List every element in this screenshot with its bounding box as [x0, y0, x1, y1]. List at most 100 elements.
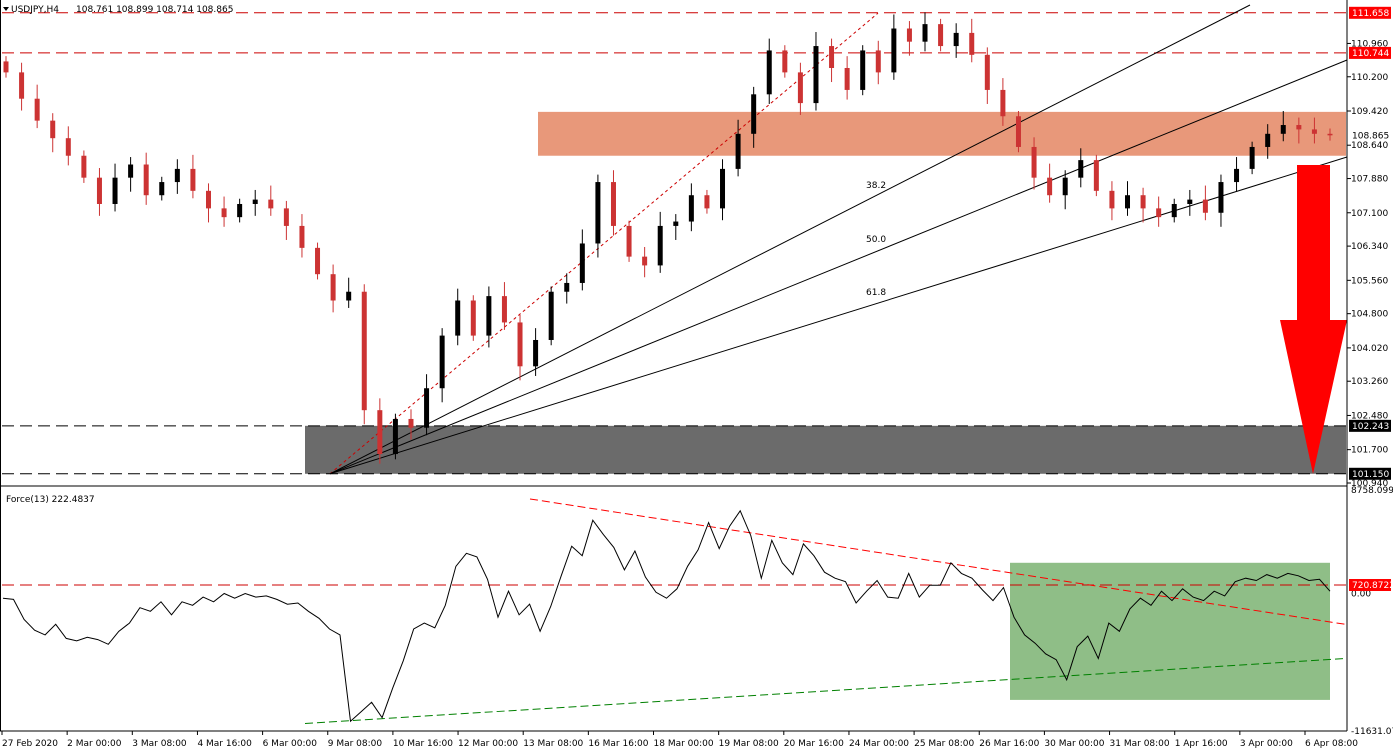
price-tick-label: 110.200 — [1351, 73, 1388, 83]
time-tick-label: 12 Mar 00:00 — [458, 739, 518, 749]
bull-candle — [953, 32, 959, 47]
bear-candle — [875, 50, 881, 73]
bear-candle — [844, 67, 850, 90]
current-price-tag: 108.865 — [1352, 131, 1389, 141]
bull-candle — [720, 168, 726, 209]
price-tick-label: 107.100 — [1351, 209, 1388, 219]
price-tick-label: 102.480 — [1351, 411, 1388, 421]
bear-candle — [361, 291, 367, 411]
bull-candle — [237, 203, 243, 218]
bull-candle — [813, 46, 819, 104]
time-axis: 27 Feb 2020 2 Mar 00:00 3 Mar 08:00 4 Mar 1… — [1, 731, 1358, 749]
time-tick-label: 9 Mar 08:00 — [328, 739, 383, 749]
bull-candle — [252, 199, 258, 204]
level-tag: 111.658 — [1352, 9, 1389, 19]
time-tick-label: 30 Mar 00:00 — [1044, 739, 1104, 749]
bear-candle — [626, 225, 632, 257]
resistance-zone — [538, 111, 1346, 156]
fib-level-label: 50.0 — [866, 235, 886, 245]
time-tick-label: 13 Mar 08:00 — [523, 739, 583, 749]
bear-candle — [34, 98, 40, 121]
bear-candle — [143, 164, 149, 196]
level-tag: 101.150 — [1352, 470, 1389, 480]
bear-candle — [470, 300, 476, 336]
level-tag-bg — [1349, 6, 1391, 19]
chart-frame — [0, 0, 1348, 732]
price-tick-label: 101.700 — [1351, 446, 1388, 456]
bull-candle — [1062, 177, 1068, 196]
candlestick-series — [3, 12, 1333, 464]
price-tick-label: 110.960 — [1351, 39, 1388, 49]
symbol-label: USDJPY,H4 — [11, 5, 59, 15]
bull-candle — [455, 300, 461, 336]
bull-candle — [548, 291, 554, 340]
indicator-axis: 8758.0996 0.00 -11631.07 720.8722 — [1349, 486, 1393, 737]
bear-candle — [330, 274, 336, 301]
bear-candle — [610, 182, 616, 226]
fib-level-label: 61.8 — [866, 288, 886, 298]
price-tick-label: 100.940 — [1351, 479, 1388, 489]
fib-level-label: 38.2 — [866, 181, 886, 191]
bear-candle — [969, 32, 975, 55]
bear-candle — [938, 24, 944, 47]
force-index-panel: 8758.0996 0.00 -11631.07 720.8722 Force(13)… — [2, 486, 1393, 737]
bear-candle — [1093, 160, 1099, 191]
bear-candle — [268, 199, 274, 209]
bull-candle — [1187, 199, 1193, 204]
time-tick-label: 16 Mar 16:00 — [588, 739, 648, 749]
level-tag-bg — [1349, 467, 1391, 480]
bull-candle — [112, 177, 118, 204]
fan-line — [329, 4, 1251, 475]
bear-candle — [81, 155, 87, 178]
time-tick-label: 6 Mar 00:00 — [263, 739, 318, 749]
bear-candle — [1202, 199, 1208, 213]
indicator-trendlines — [2, 498, 1347, 725]
bear-candle — [50, 120, 56, 139]
bull-candle — [1218, 182, 1224, 213]
time-tick-label: 3 Apr 00:00 — [1240, 739, 1293, 749]
bear-candle — [19, 72, 25, 99]
bear-candle — [1047, 177, 1053, 196]
price-tick-label: 107.880 — [1351, 175, 1388, 185]
bull-candle — [128, 164, 134, 178]
bull-candle — [1078, 160, 1084, 178]
bear-candle — [704, 195, 710, 209]
time-tick-label: 25 Mar 08:00 — [914, 739, 974, 749]
bear-candle — [1109, 190, 1115, 209]
bear-candle — [96, 177, 102, 204]
bear-candle — [1296, 125, 1302, 130]
bear-candle — [501, 296, 507, 323]
time-tick-label: 2 Mar 00:00 — [67, 739, 122, 749]
bear-candle — [299, 225, 305, 248]
bear-candle — [1015, 116, 1021, 147]
bear-candle — [1311, 129, 1317, 134]
bull-candle — [922, 24, 928, 42]
bull-candle — [424, 388, 430, 428]
bear-candle — [1327, 133, 1333, 136]
bear-candle — [517, 322, 523, 367]
bear-candle — [1156, 208, 1162, 218]
bull-candle — [766, 50, 772, 95]
collapse-triangle-icon[interactable] — [3, 7, 9, 11]
time-tick-label: 20 Mar 16:00 — [784, 739, 844, 749]
time-tick-label: 19 Mar 08:00 — [719, 739, 779, 749]
bull-candle — [891, 28, 897, 73]
bull-candle — [1280, 125, 1286, 134]
bear-candle — [65, 138, 71, 156]
force-axis-label: 0.00 — [1351, 590, 1371, 600]
bull-candle — [1265, 133, 1271, 147]
bull-candle — [688, 195, 694, 222]
bearish-arrow — [1280, 165, 1347, 474]
bull-candle — [1125, 195, 1131, 209]
bear-candle — [3, 61, 9, 73]
time-tick-label: 18 Mar 00:00 — [654, 739, 714, 749]
indicator-label: Force(13) 222.4837 — [6, 495, 95, 505]
bull-candle — [735, 133, 741, 169]
bull-candle — [751, 94, 757, 134]
current-price-tag-bg — [1349, 129, 1391, 142]
bear-candle — [221, 208, 227, 218]
bear-candle — [315, 247, 321, 275]
time-tick-label: 24 Mar 00:00 — [849, 739, 909, 749]
bull-candle — [159, 182, 165, 196]
